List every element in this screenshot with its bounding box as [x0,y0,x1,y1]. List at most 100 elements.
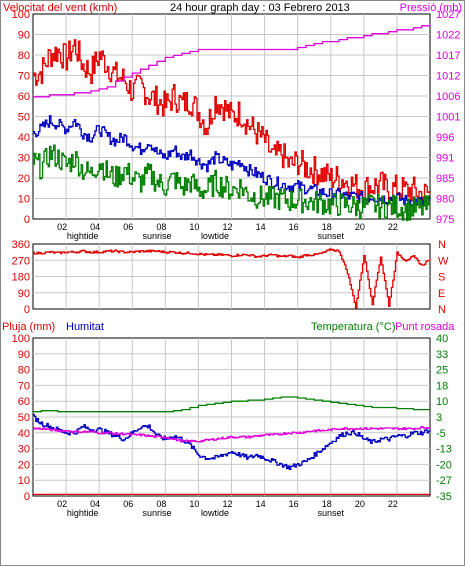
left-tick-label: 40 [18,132,30,144]
left-tick-label: 30 [18,153,30,165]
x-tick-label: 22 [388,499,398,509]
humidity-temperature-panel: 0 10 20 30 40 50 60 70 80 90 100 -35 -27 -20 -13 -5 3 10 1… [12,333,452,518]
right-tick-label: 3 [436,412,442,424]
x-tick-label: 06 [123,499,133,509]
left-tick-label: 10 [18,194,30,206]
left-tick-label: 0 [24,304,30,316]
x-tick-label: 12 [222,499,232,509]
right-tick-label: -35 [436,491,452,503]
x-tick-label: 14 [256,222,266,232]
event-label: lowtide [201,508,229,518]
right-tick-label: -5 [436,428,446,440]
x-tick-label: 10 [189,499,199,509]
x-tick-label: 14 [256,499,266,509]
left-tick-label: 0 [24,214,30,226]
x-tick-label: 12 [222,222,232,232]
left-tick-label: 90 [18,288,30,300]
right-tick-label: 991 [436,153,454,165]
right-tick-label: 1017 [436,50,460,62]
x-tick-label: 04 [90,499,100,509]
right-tick-label: 985 [436,173,454,185]
left-tick-label: 180 [12,272,30,284]
event-label: lowtide [201,231,229,241]
x-tick-label: 06 [123,222,133,232]
rain-axis-label: Pluja (mm) [2,321,55,333]
x-tick-label: 04 [90,222,100,232]
temperature-axis-label: Temperatura (°C) [311,321,395,333]
right-tick-label: 975 [436,214,454,226]
series-pressure [33,23,431,98]
x-tick-label: 02 [57,499,67,509]
left-tick-label: 20 [18,173,30,185]
left-tick-label: 10 [18,475,30,487]
left-tick-label: 50 [18,412,30,424]
pressure-axis-label: Pressió (mb) [400,2,462,14]
left-tick-label: 360 [12,239,30,251]
left-tick-label: 90 [18,349,30,361]
left-tick-label: 0 [24,491,30,503]
left-tick-label: 80 [18,50,30,62]
event-label: sunrise [143,231,172,241]
right-tick-label: 25 [436,365,448,377]
right-tick-label: -20 [436,459,452,471]
series-dew_point [33,425,431,443]
x-tick-label: 16 [289,499,299,509]
x-tick-label: 02 [57,222,67,232]
series-humidity [33,414,431,471]
x-tick-label: 22 [388,222,398,232]
right-tick-label: 1012 [436,71,460,83]
compass-label: N [438,239,446,251]
x-tick-label: 08 [156,499,166,509]
wind-pressure-panel: 0102030405060708090100975980985991996100… [12,9,461,241]
left-tick-label: 60 [18,91,30,103]
compass-label: E [438,288,445,300]
x-tick-label: 18 [322,222,332,232]
series-temperature [33,396,430,413]
compass-label: W [438,255,449,267]
right-tick-label: 1006 [436,91,460,103]
left-tick-label: 50 [18,112,30,124]
left-tick-label: 60 [18,396,30,408]
series-direction [33,248,431,309]
dewpoint-axis-label: Punt rosada [395,321,455,333]
left-tick-label: 70 [18,71,30,83]
right-tick-label: 10 [436,396,448,408]
x-tick-label: 20 [355,222,365,232]
right-tick-label: -13 [436,444,452,456]
humidity-axis-label: Humitat [66,321,104,333]
event-label: hightide [67,231,99,241]
left-tick-label: 30 [18,444,30,456]
event-label: sunrise [143,508,172,518]
x-tick-label: 10 [189,222,199,232]
left-tick-label: 100 [12,9,30,21]
left-tick-label: 70 [18,380,30,392]
wind-axis-label: Velocitat del vent (kmh) [3,2,117,14]
right-tick-label: 18 [436,380,448,392]
left-tick-label: 40 [18,428,30,440]
right-tick-label: 33 [436,349,448,361]
left-tick-label: 100 [12,333,30,345]
right-tick-label: 1001 [436,112,460,124]
right-tick-label: 980 [436,194,454,206]
right-tick-label: 1022 [436,30,460,42]
compass-label: N [438,304,446,316]
left-tick-label: 90 [18,30,30,42]
right-tick-label: 1027 [436,9,460,21]
x-tick-label: 16 [289,222,299,232]
event-label: hightide [67,508,99,518]
event-label: sunset [317,231,344,241]
compass-label: S [438,272,445,284]
x-tick-label: 18 [322,499,332,509]
left-tick-label: 20 [18,459,30,471]
right-tick-label: -27 [436,475,452,487]
left-tick-label: 270 [12,255,30,267]
series-minimum [33,144,431,222]
x-tick-label: 20 [355,499,365,509]
right-tick-label: 40 [436,333,448,345]
chart-title: 24 hour graph day : 03 Febrero 2013 [170,2,350,14]
left-tick-label: 80 [18,365,30,377]
x-tick-label: 08 [156,222,166,232]
event-label: sunset [317,508,344,518]
